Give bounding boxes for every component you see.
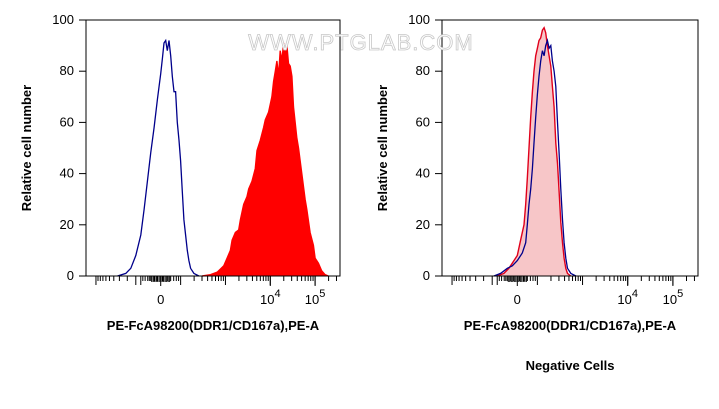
watermark-text: WWW.PTGLAB.COM — [248, 30, 473, 55]
y-tick-label: 0 — [423, 268, 430, 283]
y-tick-label: 40 — [60, 166, 74, 181]
y-tick-label: 80 — [60, 63, 74, 78]
series-1-area — [202, 43, 329, 276]
y-axis-title: Relative cell number — [375, 85, 390, 211]
y-tick-label: 0 — [67, 268, 74, 283]
x-tick-label: 104 — [260, 288, 281, 307]
x-tick-label: 0 — [157, 292, 164, 307]
x-axis-title: PE-FcA98200(DDR1/CD167a),PE-A — [464, 318, 677, 333]
y-tick-label: 20 — [60, 217, 74, 232]
series-1-outline — [496, 26, 572, 277]
y-tick-label: 80 — [416, 63, 430, 78]
y-tick-label: 60 — [60, 114, 74, 129]
x-tick-label: 0 — [514, 292, 521, 307]
y-tick-label: 100 — [52, 12, 74, 27]
y-axis-title: Relative cell number — [19, 85, 34, 211]
x-tick-label: 104 — [617, 288, 638, 307]
histogram-panel-1: 0 20 40 60 80 100 0 104 105 PE-FcA98200(DDR1/CD16… — [19, 12, 341, 333]
y-tick-label: 20 — [416, 217, 430, 232]
y-tick-label: 60 — [416, 114, 430, 129]
histogram-panel-2: 0 20 40 60 80 100 0 104 105 PE-FcA98200(DDR1/CD16… — [375, 12, 699, 373]
x-tick-label: 105 — [663, 288, 684, 307]
series-1-outline — [202, 42, 329, 277]
y-tick-label: 40 — [416, 166, 430, 181]
series-2-line — [117, 38, 200, 277]
plot-frame — [85, 19, 341, 277]
series-2-line — [493, 38, 577, 277]
plot-frame — [441, 19, 699, 277]
chart-title: Negative Cells — [526, 358, 615, 373]
x-tick-label: 105 — [305, 288, 326, 307]
y-tick-label: 100 — [408, 12, 430, 27]
x-axis-title: PE-FcA98200(DDR1/CD167a),PE-A — [107, 318, 320, 333]
